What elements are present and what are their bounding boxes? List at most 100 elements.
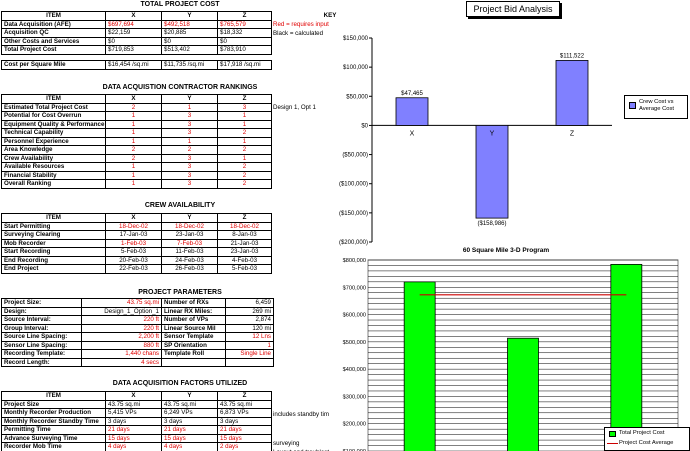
- rank-cell-x[interactable]: 2: [105, 102, 162, 112]
- param-value[interactable]: 43.75 sq.mi: [81, 298, 162, 308]
- date-cell-x[interactable]: 1-Feb-03: [105, 238, 162, 248]
- factor-cell-x[interactable]: 15 days: [105, 433, 162, 443]
- rank-cell-y[interactable]: 2: [161, 145, 218, 155]
- rank-cell-z[interactable]: 2: [217, 170, 272, 180]
- param-value[interactable]: Single Line: [225, 349, 274, 359]
- table-row: Record Length: 4 secs: [1, 357, 274, 367]
- factor-cell-y[interactable]: 15 days: [161, 433, 218, 443]
- program-legend: Total Project Cost Project Cost Average: [604, 427, 690, 451]
- row-label: End Project: [1, 264, 106, 274]
- cost-per-sq-mile-table: Cost per Square Mile $16,454 /sq.mi $11,…: [1, 60, 272, 70]
- rank-cell-y[interactable]: 1: [161, 136, 218, 146]
- rank-cell-y[interactable]: 3: [161, 170, 218, 180]
- rank-cell-x[interactable]: 1: [105, 128, 162, 138]
- date-cell-x: 22-Feb-03: [105, 264, 162, 274]
- bar-y: [507, 337, 539, 451]
- cell-x[interactable]: $697,694: [105, 19, 162, 29]
- factor-cell-x[interactable]: 21 days: [105, 425, 162, 435]
- param-value[interactable]: 12 Lns: [225, 332, 274, 342]
- param-value[interactable]: 220 ft: [81, 315, 162, 325]
- row-label: Personnel Experience: [1, 136, 106, 146]
- table-row: Sensor Line Spacing: 880 ft SP Orientation…: [1, 340, 274, 350]
- rank-cell-z[interactable]: 2: [217, 128, 272, 138]
- param-label: Sensor Line Spacing:: [1, 340, 82, 350]
- table-row: Group Interval: 220 ft Linear Source Mil 12…: [1, 323, 274, 333]
- col-header-item: ITEM: [1, 11, 106, 21]
- rank-cell-z[interactable]: 2: [217, 145, 272, 155]
- rank-cell-x[interactable]: 1: [105, 119, 162, 129]
- col-header-z: Z: [217, 94, 272, 104]
- rank-cell-x[interactable]: 1: [105, 170, 162, 180]
- rank-cell-x[interactable]: 2: [105, 153, 162, 163]
- rank-cell-x[interactable]: 2: [105, 145, 162, 155]
- param-value[interactable]: 4 secs: [81, 357, 162, 367]
- factor-cell-z[interactable]: 21 days: [217, 425, 272, 435]
- param-value[interactable]: 880 ft: [81, 340, 162, 350]
- cell-y[interactable]: $492,518: [161, 19, 218, 29]
- rank-cell-z[interactable]: 2: [217, 179, 272, 189]
- table-row: Start Recording 5-Feb-03 11-Feb-03 23-Jan-0…: [1, 247, 272, 257]
- row-label: Start Permitting: [1, 221, 106, 231]
- date-cell-x[interactable]: 18-Dec-02: [105, 221, 162, 231]
- param-value[interactable]: 2,200 ft: [81, 332, 162, 342]
- param-value[interactable]: 220 ft: [81, 323, 162, 333]
- param-label: Source Interval:: [1, 315, 82, 325]
- table-row: Area Knowledge 2 2 2: [1, 145, 272, 155]
- col-header-x: X: [105, 213, 162, 223]
- date-cell-y[interactable]: 7-Feb-03: [161, 238, 218, 248]
- row-label: Total Project Cost: [1, 45, 106, 55]
- date-cell-z: 23-Jan-03: [217, 247, 272, 257]
- table-row: Surveying Clearing 17-Jan-03 23-Jan-03 8-Ja…: [1, 230, 272, 240]
- rank-cell-y[interactable]: 3: [161, 162, 218, 172]
- rank-cell-y[interactable]: 3: [161, 179, 218, 189]
- data-label: $111,522: [560, 53, 585, 59]
- col-header-z: Z: [217, 11, 272, 21]
- date-cell-y: 11-Feb-03: [161, 247, 218, 257]
- params-table: Project Size: 43.75 sq.mi Number of RXs 6,4…: [1, 298, 274, 367]
- table-row: Crew Availability 2 3 1: [1, 153, 272, 163]
- table-row: Design: Design_1_Option_1 Linear RX Miles:…: [1, 306, 274, 316]
- factor-cell-y: 3 days: [161, 416, 218, 426]
- crew-title: CREW AVAILABILITY: [144, 202, 216, 209]
- date-cell-z[interactable]: 18-Dec-02: [217, 221, 272, 231]
- data-label: $47,465: [401, 91, 423, 97]
- rank-cell-z[interactable]: 3: [217, 102, 272, 112]
- y-tick-label: ($50,000): [342, 153, 368, 159]
- y-tick-label: $700,000: [343, 285, 366, 291]
- y-tick-label: $800,000: [343, 258, 366, 264]
- bid-analysis-chart-title: Project Bid Analysis: [466, 1, 560, 17]
- rank-cell-x[interactable]: 1: [105, 162, 162, 172]
- factor-cell-y[interactable]: 21 days: [161, 425, 218, 435]
- total-cost-table: ITEM X Y Z Data Acquisition (AFE) $697,6…: [1, 11, 272, 55]
- data-label: ($158,986): [477, 221, 506, 227]
- legend-line-average: [607, 443, 618, 444]
- factor-cell-z[interactable]: 2 days: [217, 442, 272, 451]
- rank-cell-z[interactable]: 1: [217, 111, 272, 121]
- col-header-y: Y: [161, 94, 218, 104]
- rank-cell-z[interactable]: 2: [217, 162, 272, 172]
- rank-cell-z[interactable]: 1: [217, 136, 272, 146]
- factor-cell-z[interactable]: 15 days: [217, 433, 272, 443]
- param-value[interactable]: 1,440 chans: [81, 349, 162, 359]
- rank-cell-x[interactable]: 1: [105, 179, 162, 189]
- table-row: Project Size: 43.75 sq.mi Number of RXs 6,4…: [1, 298, 274, 308]
- rank-cell-y[interactable]: 3: [161, 153, 218, 163]
- cell-z: $0: [217, 36, 272, 46]
- rank-cell-y[interactable]: 3: [161, 111, 218, 121]
- rank-cell-y[interactable]: 3: [161, 119, 218, 129]
- cell-z[interactable]: $765,579: [217, 19, 272, 29]
- rank-cell-x[interactable]: 1: [105, 136, 162, 146]
- rankings-table: ITEM X Y Z Estimated Total Project Cost 2…: [1, 94, 272, 189]
- date-cell-y[interactable]: 18-Dec-02: [161, 221, 218, 231]
- rank-cell-x[interactable]: 1: [105, 111, 162, 121]
- table-row: Technical Capability 1 3 2: [1, 128, 272, 138]
- factor-cell-x[interactable]: 4 days: [105, 442, 162, 451]
- param-value: 6,459: [225, 298, 274, 308]
- rank-cell-y[interactable]: 3: [161, 128, 218, 138]
- rank-cell-z[interactable]: 1: [217, 153, 272, 163]
- rank-cell-z[interactable]: 1: [217, 119, 272, 129]
- param-value[interactable]: 1: [225, 340, 274, 350]
- rank-cell-y[interactable]: 1: [161, 102, 218, 112]
- param-label: Sensor Template: [161, 332, 226, 342]
- factor-cell-y[interactable]: 4 days: [161, 442, 218, 451]
